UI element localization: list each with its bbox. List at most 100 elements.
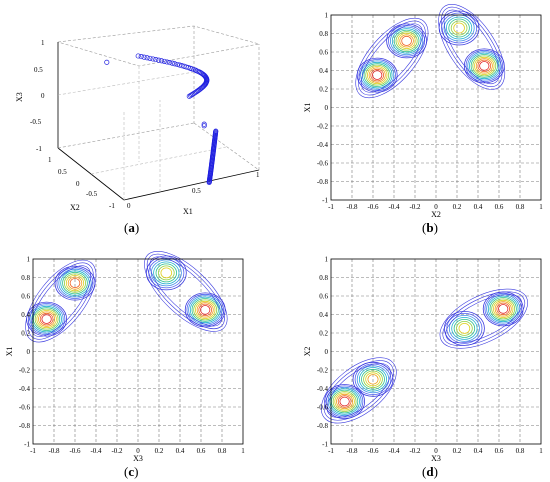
contour-bridge-0-1 xyxy=(323,360,394,421)
contour-peak-2-level-6 xyxy=(458,322,471,334)
contour-peak-0-level-0 xyxy=(356,57,398,93)
scatter-point-120 xyxy=(104,59,110,65)
xtick-label: 0.2 xyxy=(453,203,462,211)
scatter-point-119 xyxy=(213,128,219,134)
contour-peak-3-level-1 xyxy=(186,293,224,326)
contour-peak-2-level-3 xyxy=(451,316,478,340)
xtick-label: -1 xyxy=(328,203,334,211)
contour-peak-3-level-6 xyxy=(493,299,514,318)
xtick-label: -0.4 xyxy=(388,203,400,211)
contour-peak-3-level-3 xyxy=(468,52,500,80)
contour-peak-3-level-8 xyxy=(477,59,492,73)
ytick-label: -0.2 xyxy=(317,367,329,375)
ytick-label: 0.2 xyxy=(21,330,30,338)
contour-peak-0-level-4 xyxy=(330,389,359,414)
contour-peak-3-level-9 xyxy=(200,305,211,315)
contour-bridge-0-2 xyxy=(321,357,397,424)
contour-peak-3-level-4 xyxy=(470,54,498,78)
xtick-label: 0 xyxy=(136,447,140,455)
contour-peak-0-level-9 xyxy=(372,70,383,80)
xtick-0.5: 0.5 xyxy=(192,187,201,195)
ytick-label: -0.8 xyxy=(317,178,329,186)
ztick-0.5: 0.5 xyxy=(34,66,43,74)
xtick-label: 0 xyxy=(434,447,438,455)
ytick-label: 0.8 xyxy=(319,274,328,282)
contour-peak-2-level-6 xyxy=(160,267,173,279)
contour-bridge-1-0 xyxy=(149,256,222,327)
contour-peak-2-level-4 xyxy=(453,318,476,338)
contour-peak-1-level-5 xyxy=(64,273,87,293)
caption-b: (b) xyxy=(422,220,438,235)
xtick-label: -0.8 xyxy=(48,447,60,455)
ytick-label: 0.8 xyxy=(319,30,328,38)
contour-peak-0-level-2 xyxy=(360,60,395,90)
scatter-point-3 xyxy=(144,55,150,61)
xtick-label: 0.4 xyxy=(176,447,185,455)
panel-c-contour: -1 -0.8 -0.6 -0.4 -0.2 0 0.2 0.4 0.6 0.8 1 1 0.8 0.6 0… xyxy=(5,251,245,463)
scatter-point-1 xyxy=(138,54,144,60)
contour-bridge-0-0 xyxy=(360,23,423,93)
contour-peak-1-level-7 xyxy=(399,34,414,48)
ztick-1: 1 xyxy=(41,39,45,47)
ytick-label: 1 xyxy=(27,256,31,264)
ytick-label: -0.4 xyxy=(317,141,329,149)
contour-bridge-0-1 xyxy=(358,20,426,96)
ztick-neg0.5: -0.5 xyxy=(30,118,42,126)
ytick-label: -0.6 xyxy=(19,404,31,412)
xtick-label: 0.2 xyxy=(453,447,462,455)
ytick-label: 0 xyxy=(27,348,31,356)
z-axis-label: X3 xyxy=(15,92,24,102)
contour-peak-2-level-4 xyxy=(155,263,178,283)
caption-c: (c) xyxy=(124,464,138,479)
contour-peak-3-level-4 xyxy=(191,298,219,322)
ytick-label: -1 xyxy=(24,441,30,449)
scatter-point-0 xyxy=(135,53,141,59)
xtick-label: 0.6 xyxy=(495,447,504,455)
contour-peak-1-level-2 xyxy=(389,26,424,56)
contour-peak-0-level-8 xyxy=(337,395,352,408)
xtick-label: -0.2 xyxy=(409,203,421,211)
ytick-label: 1 xyxy=(325,12,329,20)
contour-bridge-1-1 xyxy=(146,253,225,329)
scatter-point-121 xyxy=(201,121,207,127)
contour-bridge-1-2 xyxy=(144,251,228,332)
contour-peak-3-level-9 xyxy=(498,304,509,314)
xtick-label: 0.6 xyxy=(495,203,504,211)
xtick-label: 0.6 xyxy=(197,447,206,455)
contour-peak-0-level-7 xyxy=(336,393,354,410)
ytick-1: 1 xyxy=(48,156,52,164)
ytick-label: 0.2 xyxy=(319,330,328,338)
x-axis-label: X3 xyxy=(133,454,143,463)
xtick-label: -0.4 xyxy=(90,447,102,455)
contour-peak-2-level-5 xyxy=(456,320,473,336)
ytick-label: 0.4 xyxy=(21,311,30,319)
ytick-label: 0.4 xyxy=(319,67,328,75)
plot-frame xyxy=(330,258,542,445)
ytick-label: 0.8 xyxy=(21,274,30,282)
contour-peak-1-level-2 xyxy=(58,268,92,298)
panel-d-contour: -1 -0.8 -0.6 -0.4 -0.2 0 0.2 0.4 0.6 0.8 1 1 0.8 0.6 0… xyxy=(303,256,543,464)
contour-peak-0-level-7 xyxy=(38,311,56,327)
xtick-label: -0.2 xyxy=(409,447,421,455)
xtick-label: -0.6 xyxy=(69,447,81,455)
axes-3d-box xyxy=(57,25,260,201)
contour-peak-1-level-8 xyxy=(69,278,81,289)
contour-peak-3-level-7 xyxy=(475,58,493,74)
contour-peak-2-level-3 xyxy=(445,16,473,40)
contour-peak-3-level-0 xyxy=(482,291,524,327)
contour-peak-2-level-1 xyxy=(441,12,478,44)
xtick-label: 0.8 xyxy=(516,447,525,455)
contour-peak-0-level-9 xyxy=(41,314,52,324)
contour-peak-3-level-3 xyxy=(487,295,519,323)
ytick-label: -0.8 xyxy=(317,422,329,430)
ytick-label: -0.2 xyxy=(317,123,329,131)
scatter-point-55 xyxy=(191,90,197,96)
contour-peak-2-level-2 xyxy=(448,314,480,342)
xtick-label: 0.2 xyxy=(155,447,164,455)
ytick-label: 0.6 xyxy=(319,49,328,57)
scatter-point-9 xyxy=(161,58,167,64)
contour-peak-0-level-3 xyxy=(31,305,62,333)
y-axis-label: X1 xyxy=(303,103,312,113)
ytick-label: 0 xyxy=(325,348,329,356)
ztick-neg1: -1 xyxy=(36,145,42,153)
